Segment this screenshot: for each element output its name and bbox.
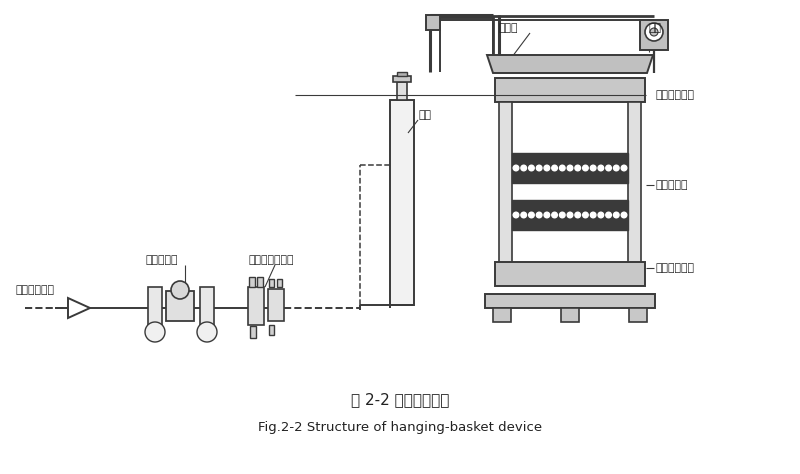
Circle shape xyxy=(575,165,581,171)
Circle shape xyxy=(521,165,526,171)
Bar xyxy=(628,102,641,285)
Bar xyxy=(512,153,628,183)
Text: 压缩空气进入: 压缩空气进入 xyxy=(15,285,54,295)
Circle shape xyxy=(552,212,558,218)
Circle shape xyxy=(598,165,604,171)
Bar xyxy=(277,279,282,287)
Circle shape xyxy=(622,212,627,218)
Circle shape xyxy=(622,165,627,171)
Bar xyxy=(268,289,284,321)
Circle shape xyxy=(536,165,542,171)
Text: 气源三联件: 气源三联件 xyxy=(145,255,178,265)
Bar xyxy=(148,287,162,325)
Bar xyxy=(493,308,511,322)
Bar xyxy=(495,78,645,102)
Circle shape xyxy=(544,212,550,218)
Circle shape xyxy=(559,212,565,218)
Text: Fig.2-2 Structure of hanging-basket device: Fig.2-2 Structure of hanging-basket devi… xyxy=(258,421,542,435)
Text: 气缸: 气缸 xyxy=(418,110,431,120)
Circle shape xyxy=(529,212,534,218)
Bar xyxy=(393,76,411,82)
Circle shape xyxy=(514,212,518,218)
Bar xyxy=(166,291,194,321)
Circle shape xyxy=(590,212,596,218)
Bar xyxy=(397,82,407,100)
Circle shape xyxy=(582,212,588,218)
Bar xyxy=(629,308,647,322)
Circle shape xyxy=(567,212,573,218)
Bar xyxy=(426,15,440,30)
Circle shape xyxy=(575,212,581,218)
Text: 样品架组件: 样品架组件 xyxy=(655,180,687,190)
Circle shape xyxy=(614,212,619,218)
Circle shape xyxy=(590,165,596,171)
Bar xyxy=(249,277,255,287)
Text: 图 2-2 吊篮冲击装置: 图 2-2 吊篮冲击装置 xyxy=(351,392,449,408)
Polygon shape xyxy=(487,55,653,73)
Circle shape xyxy=(521,212,526,218)
Circle shape xyxy=(552,165,558,171)
Circle shape xyxy=(598,212,604,218)
Circle shape xyxy=(606,212,611,218)
Bar xyxy=(495,262,645,286)
Text: 底部密封装置: 底部密封装置 xyxy=(655,263,694,273)
Bar xyxy=(200,287,214,325)
Circle shape xyxy=(567,165,573,171)
Bar xyxy=(269,325,274,335)
Circle shape xyxy=(171,281,189,299)
Bar xyxy=(640,20,668,50)
Circle shape xyxy=(582,165,588,171)
Circle shape xyxy=(197,322,217,342)
Bar xyxy=(499,102,512,285)
Circle shape xyxy=(645,23,663,41)
Bar xyxy=(561,308,579,322)
Circle shape xyxy=(514,165,518,171)
Polygon shape xyxy=(68,298,90,318)
Bar xyxy=(269,279,274,287)
Circle shape xyxy=(559,165,565,171)
Bar xyxy=(250,326,256,338)
Bar xyxy=(485,294,655,308)
Bar xyxy=(257,277,263,287)
Circle shape xyxy=(529,165,534,171)
Circle shape xyxy=(536,212,542,218)
Text: 钢丝绳: 钢丝绳 xyxy=(498,23,518,33)
Circle shape xyxy=(606,165,611,171)
Bar xyxy=(512,200,628,230)
Circle shape xyxy=(650,28,658,36)
Bar xyxy=(397,72,407,76)
Text: 三位五通电磁阀: 三位五通电磁阀 xyxy=(248,255,294,265)
Text: 顶部密封装置: 顶部密封装置 xyxy=(655,90,694,100)
Bar xyxy=(248,287,264,325)
Text: 滚轮: 滚轮 xyxy=(648,23,661,33)
Circle shape xyxy=(145,322,165,342)
Circle shape xyxy=(614,165,619,171)
Circle shape xyxy=(544,165,550,171)
Bar xyxy=(390,100,414,305)
